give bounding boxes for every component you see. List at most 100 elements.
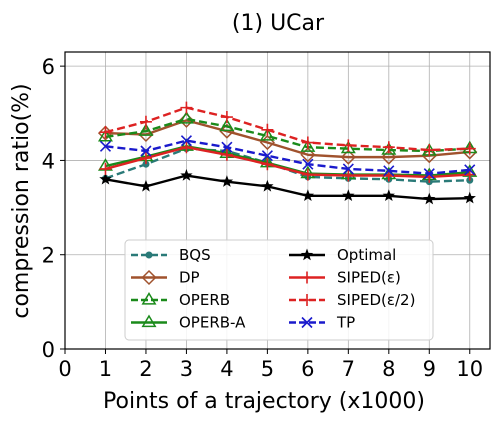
legend-label: OPERB-A — [179, 314, 246, 332]
series-siped-2 — [99, 101, 476, 157]
data-point — [138, 123, 154, 136]
data-point — [421, 148, 437, 164]
legend-label: BQS — [179, 246, 211, 264]
data-point — [142, 160, 150, 168]
x-ticks: 0 1 2 3 4 5 6 7 8 9 10 — [58, 349, 483, 381]
x-tick-label: 5 — [261, 357, 274, 381]
y-ticks: 0 2 4 6 — [42, 55, 65, 362]
data-point — [259, 127, 275, 141]
legend-item: DP — [131, 269, 200, 287]
series-line — [105, 174, 470, 201]
data-point — [221, 141, 233, 153]
data-point — [423, 168, 435, 180]
x-tick-label: 8 — [382, 357, 395, 381]
data-point — [180, 169, 193, 181]
legend-label: SIPED(ε/2) — [337, 291, 415, 309]
data-point — [381, 142, 397, 155]
data-point — [302, 158, 314, 170]
data-point — [178, 112, 194, 128]
data-point — [382, 141, 395, 154]
series-line — [105, 119, 470, 159]
data-point — [99, 126, 112, 139]
data-point — [463, 142, 476, 155]
x-tick-label: 3 — [180, 357, 193, 381]
x-tick-label: 2 — [139, 357, 152, 381]
data-point — [99, 162, 112, 175]
legend-marker — [141, 269, 157, 286]
data-point — [139, 179, 153, 192]
legend-item: SIPED(ε) — [289, 269, 401, 287]
plot-frame — [64, 51, 491, 350]
data-point — [99, 172, 112, 185]
data-point — [99, 140, 112, 152]
data-point — [180, 101, 193, 114]
data-point — [180, 135, 192, 147]
series-line — [105, 106, 470, 152]
series-line — [105, 117, 470, 153]
legend-label: DP — [179, 269, 200, 287]
legend-item: OPERB — [131, 291, 230, 309]
data-point — [220, 148, 233, 161]
legend-marker — [301, 294, 313, 306]
legend-item: OPERB-A — [131, 314, 246, 332]
legend-marker — [145, 251, 153, 259]
data-point — [381, 149, 397, 165]
data-point — [261, 179, 274, 192]
data-point — [342, 163, 354, 175]
legend-marker — [301, 316, 313, 329]
legend-item: SIPED(ε/2) — [289, 291, 415, 309]
series-tp — [99, 135, 476, 180]
data-point — [340, 140, 356, 154]
series-line — [105, 146, 470, 179]
x-tick-label: 10 — [456, 357, 483, 381]
legend: BQS DP OPERB OPERB-A Optimal SIPED(ε) SIPED(ε/… — [124, 239, 434, 341]
data-point — [97, 128, 113, 142]
data-point — [423, 192, 436, 205]
data-point — [140, 145, 152, 157]
data-point — [423, 144, 436, 157]
x-tick-label: 0 — [58, 357, 71, 381]
data-point — [300, 147, 316, 163]
data-point — [261, 123, 274, 136]
data-point — [139, 115, 152, 128]
data-point — [340, 149, 356, 165]
data-point — [463, 191, 476, 204]
legend-label: OPERB — [179, 291, 230, 309]
legend-marker — [300, 248, 314, 261]
legend-label: TP — [336, 314, 355, 332]
y-tick-label: 2 — [42, 244, 55, 268]
series-line — [105, 139, 470, 175]
x-tick-label: 4 — [220, 357, 233, 381]
data-point — [301, 168, 314, 181]
legend-item: BQS — [131, 246, 211, 264]
data-point — [301, 189, 315, 202]
series-line — [105, 147, 470, 183]
y-axis-label: compression ratio(%) — [9, 83, 34, 318]
legend-label: Optimal — [337, 246, 396, 264]
chart-title: (1) UCar — [232, 11, 325, 36]
data-point — [342, 169, 355, 182]
data-point — [139, 152, 152, 165]
legend-marker — [141, 292, 157, 305]
data-point — [219, 118, 235, 132]
data-point — [261, 158, 274, 171]
data-point — [342, 139, 355, 152]
legend-item: Optimal — [289, 246, 396, 264]
x-axis-label: Points of a trajectory (x1000) — [103, 389, 425, 414]
x-tick-label: 6 — [301, 357, 314, 381]
x-tick-label: 7 — [342, 357, 355, 381]
legend-marker — [301, 271, 313, 284]
x-tick-label: 1 — [99, 357, 112, 381]
data-point — [220, 175, 234, 187]
data-point — [301, 136, 314, 149]
y-tick-label: 4 — [42, 149, 55, 173]
legend-marker — [141, 314, 157, 328]
data-point — [178, 110, 194, 124]
legend-item: TP — [289, 314, 355, 332]
data-point — [220, 111, 233, 124]
y-tick-label: 0 — [42, 338, 55, 362]
series-layer — [97, 101, 478, 205]
y-tick-label: 6 — [42, 55, 55, 79]
data-point — [219, 123, 235, 139]
